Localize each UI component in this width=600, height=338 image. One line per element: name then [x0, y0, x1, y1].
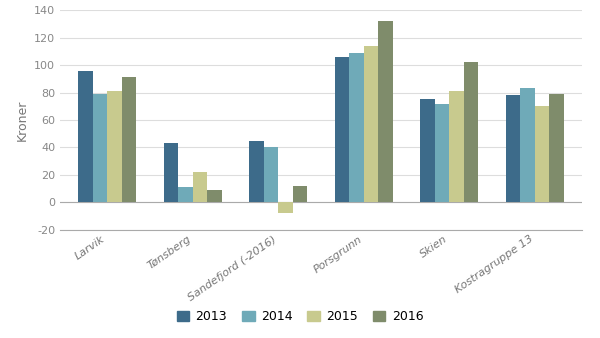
Bar — [92, 94, 107, 202]
Bar — [107, 91, 122, 202]
Bar — [535, 106, 550, 202]
Bar — [263, 147, 278, 202]
Bar — [122, 77, 136, 202]
Bar — [335, 57, 349, 202]
Bar — [364, 46, 379, 202]
Bar — [164, 143, 178, 202]
Bar — [178, 187, 193, 202]
Bar — [435, 103, 449, 202]
Bar — [550, 94, 564, 202]
Bar — [379, 21, 393, 202]
Bar — [420, 99, 435, 202]
Bar — [278, 202, 293, 213]
Y-axis label: Kroner: Kroner — [16, 99, 28, 141]
Bar — [506, 95, 520, 202]
Bar — [449, 91, 464, 202]
Bar — [193, 172, 207, 202]
Bar — [249, 141, 263, 202]
Bar — [520, 89, 535, 202]
Bar — [207, 190, 222, 202]
Bar — [78, 71, 92, 202]
Legend: 2013, 2014, 2015, 2016: 2013, 2014, 2015, 2016 — [172, 305, 428, 329]
Bar — [464, 62, 478, 202]
Bar — [349, 53, 364, 202]
Bar — [293, 186, 307, 202]
